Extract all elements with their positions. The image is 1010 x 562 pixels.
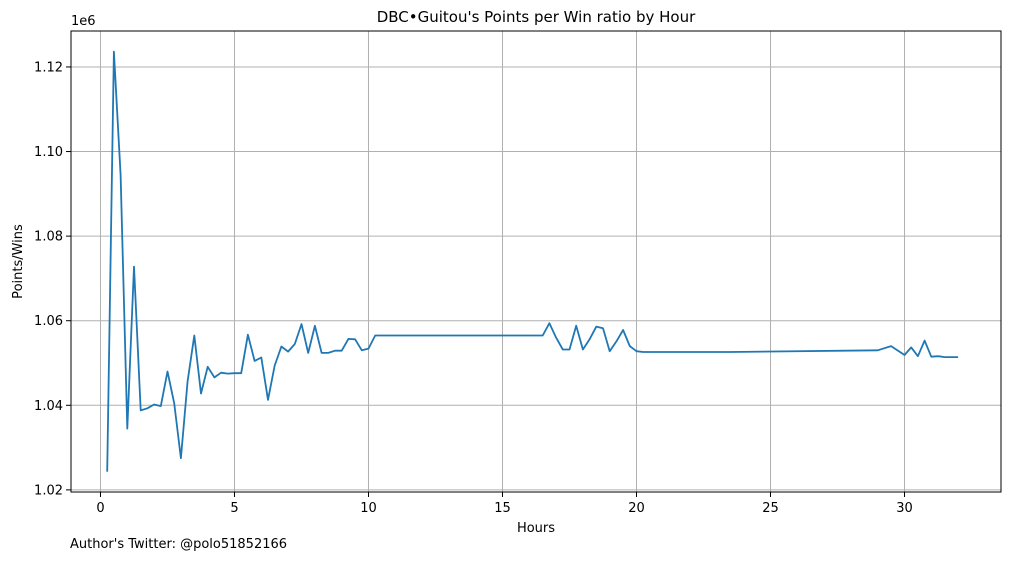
x-tick-label: 30 [896, 501, 913, 516]
x-tick-label: 0 [96, 501, 104, 516]
plot-frame [70, 30, 1002, 493]
y-axis-offset-label: 1e6 [71, 14, 96, 29]
x-tick-label: 15 [494, 501, 511, 516]
x-tick-label: 25 [762, 501, 779, 516]
series-layer [106, 50, 959, 472]
y-tick-label: 1.08 [34, 230, 63, 245]
x-tick-label: 5 [230, 501, 238, 516]
x-tick-label: 20 [628, 501, 645, 516]
y-tick-label: 1.10 [34, 145, 63, 160]
author-twitter-note: Author's Twitter: @polo51852166 [70, 537, 288, 552]
x-axis-title: Hours [517, 521, 555, 536]
y-tick-label: 1.12 [34, 60, 63, 75]
y-axis-title: Points/Wins [11, 224, 26, 299]
y-tick-label: 1.02 [34, 483, 63, 498]
y-tick-label: 1.04 [34, 399, 63, 414]
series-line [106, 50, 959, 472]
x-tick-label: 10 [360, 501, 377, 516]
ticks: 0 5 10 15 20 25 30 1.02 1.04 1.06 1.08 1.10 1.12 [34, 60, 913, 516]
chart-title: DBC•Guitou's Points per Win ratio by Hou… [377, 8, 696, 26]
y-tick-label: 1.06 [34, 314, 63, 329]
grid [71, 31, 1001, 492]
